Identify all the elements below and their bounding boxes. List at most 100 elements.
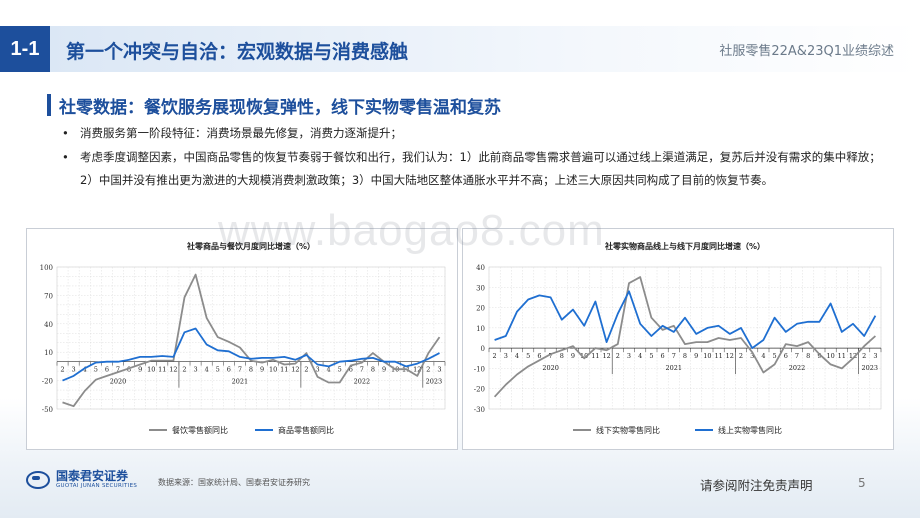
- x-year-label: 2020: [542, 364, 559, 372]
- y-tick-label: -20: [42, 378, 53, 386]
- legend-label: 线下实物零售同比: [596, 425, 660, 435]
- y-tick-label: -10: [474, 365, 485, 373]
- x-month-label: 8: [560, 352, 564, 360]
- chart-title: 社零实物商品线上与线下月度同比增速（%）: [604, 241, 765, 251]
- title-bar: [50, 26, 920, 72]
- x-year-label: 2022: [789, 364, 806, 372]
- logo-name-en: GUOTAI JUNAN SECURITIES: [56, 483, 138, 489]
- x-month-label: 8: [249, 366, 253, 374]
- x-year-label: 2021: [232, 378, 249, 386]
- series-line: [62, 273, 441, 408]
- legend-label: 餐饮零售额同比: [172, 425, 228, 435]
- legend-label: 线上实物零售同比: [718, 425, 782, 435]
- x-month-label: 9: [382, 366, 386, 374]
- page-title: 第一个冲突与自洽：宏观数据与消费感触: [66, 41, 409, 63]
- x-month-label: 11: [714, 352, 722, 360]
- report-name: 社服零售22A&23Q1业绩综述: [719, 44, 894, 59]
- plot-frame: [488, 266, 882, 410]
- x-month-label: 12: [169, 366, 177, 374]
- series-line: [493, 276, 877, 398]
- y-tick-label: -50: [42, 406, 53, 414]
- x-month-label: 12: [849, 352, 857, 360]
- subtitle-accent-bar: [47, 94, 51, 116]
- x-month-label: 9: [138, 366, 142, 374]
- x-year-label: 2021: [666, 364, 683, 372]
- company-logo: 国泰君安证券 GUOTAI JUNAN SECURITIES: [26, 470, 137, 489]
- x-month-label: 5: [649, 352, 653, 360]
- x-month-label: 6: [784, 352, 788, 360]
- x-month-label: 7: [795, 352, 799, 360]
- x-month-label: 3: [194, 366, 198, 374]
- x-month-label: 7: [360, 366, 364, 374]
- x-month-label: 2: [739, 352, 743, 360]
- x-month-label: 6: [105, 366, 109, 374]
- x-month-label: 10: [826, 352, 834, 360]
- x-month-label: 3: [437, 366, 441, 374]
- y-tick-label: 100: [40, 264, 53, 272]
- section-number-badge: 1-1: [0, 26, 50, 72]
- watermark: www.baogao8.com: [218, 206, 605, 255]
- bullet-text: 消费服务第一阶段特征：消费场景最先修复，消费力逐渐提升；: [80, 126, 402, 140]
- y-tick-label: 40: [476, 264, 485, 272]
- x-month-label: 5: [773, 352, 777, 360]
- x-month-label: 5: [94, 366, 98, 374]
- x-year-label: 2020: [110, 378, 127, 386]
- page-number: 5: [858, 476, 866, 490]
- x-month-label: 4: [515, 352, 519, 360]
- logo-name-cn: 国泰君安证券: [56, 469, 129, 483]
- x-month-label: 6: [537, 352, 541, 360]
- legend-label: 商品零售额同比: [278, 425, 334, 435]
- x-month-label: 3: [627, 352, 631, 360]
- x-month-label: 10: [269, 366, 277, 374]
- chart-online-offline: 社零实物商品线上与线下月度同比增速（%） -30 -20 -10 0 10 20 30 40 2 3…: [462, 228, 894, 450]
- plot-frame: [56, 266, 446, 410]
- x-month-label: 8: [127, 366, 131, 374]
- x-month-label: 9: [694, 352, 698, 360]
- x-month-label: 2: [60, 366, 64, 374]
- x-month-label: 5: [338, 366, 342, 374]
- y-tick-label: 70: [44, 292, 53, 300]
- x-month-label: 8: [683, 352, 687, 360]
- x-month-label: 8: [371, 366, 375, 374]
- y-tick-label: 10: [44, 349, 53, 357]
- x-month-label: 3: [750, 352, 754, 360]
- x-month-label: 4: [638, 352, 642, 360]
- x-month-label: 10: [703, 352, 711, 360]
- x-month-label: 12: [291, 366, 299, 374]
- data-source: 数据来源：国家统计局、国泰君安证券研究: [158, 478, 310, 487]
- y-tick-label: 30: [476, 284, 485, 292]
- x-month-label: 2: [493, 352, 497, 360]
- x-month-label: 12: [413, 366, 421, 374]
- x-month-label: 4: [83, 366, 87, 374]
- x-month-label: 4: [327, 366, 331, 374]
- bullet-dot: •: [62, 149, 69, 164]
- x-month-label: 7: [672, 352, 676, 360]
- x-month-label: 7: [549, 352, 553, 360]
- x-month-label: 5: [526, 352, 530, 360]
- bullet-dot: •: [62, 126, 69, 140]
- x-month-label: 11: [280, 366, 288, 374]
- x-month-label: 3: [504, 352, 508, 360]
- x-month-label: 7: [238, 366, 242, 374]
- bullet-text: 考虑季度调整因素，中国商品零售的恢复节奏弱于餐饮和出行，我们认为：1）此前商品零…: [80, 149, 881, 188]
- logo-icon: [26, 470, 50, 489]
- x-month-label: 3: [72, 366, 76, 374]
- x-month-label: 11: [158, 366, 166, 374]
- subtitle: 社零数据：餐饮服务展现恢复弹性，线下实物零售温和复苏: [59, 98, 501, 118]
- y-tick-label: 10: [476, 325, 485, 333]
- disclaimer-link[interactable]: 请参阅附注免责声明: [700, 478, 813, 493]
- y-tick-label: 20: [476, 305, 485, 313]
- y-tick-label: 40: [44, 321, 53, 329]
- x-month-label: 5: [216, 366, 220, 374]
- x-month-label: 6: [349, 366, 353, 374]
- x-month-label: 10: [580, 352, 588, 360]
- x-month-label: 2: [426, 366, 430, 374]
- bullet-item: • 考虑季度调整因素，中国商品零售的恢复节奏弱于餐饮和出行，我们认为：1）此前商…: [62, 146, 882, 193]
- chart-retail-catering: 社零商品与餐饮月度同比增速（%） -50 -20 10 40 70 100 2 3 4 5 6 7 8 9 1…: [26, 228, 458, 450]
- bullet-list: • 消费服务第一阶段特征：消费场景最先修复，消费力逐渐提升； • 考虑季度调整因…: [62, 122, 882, 193]
- x-year-label: 2022: [354, 378, 371, 386]
- x-month-label: 3: [873, 352, 877, 360]
- x-month-label: 2: [182, 366, 186, 374]
